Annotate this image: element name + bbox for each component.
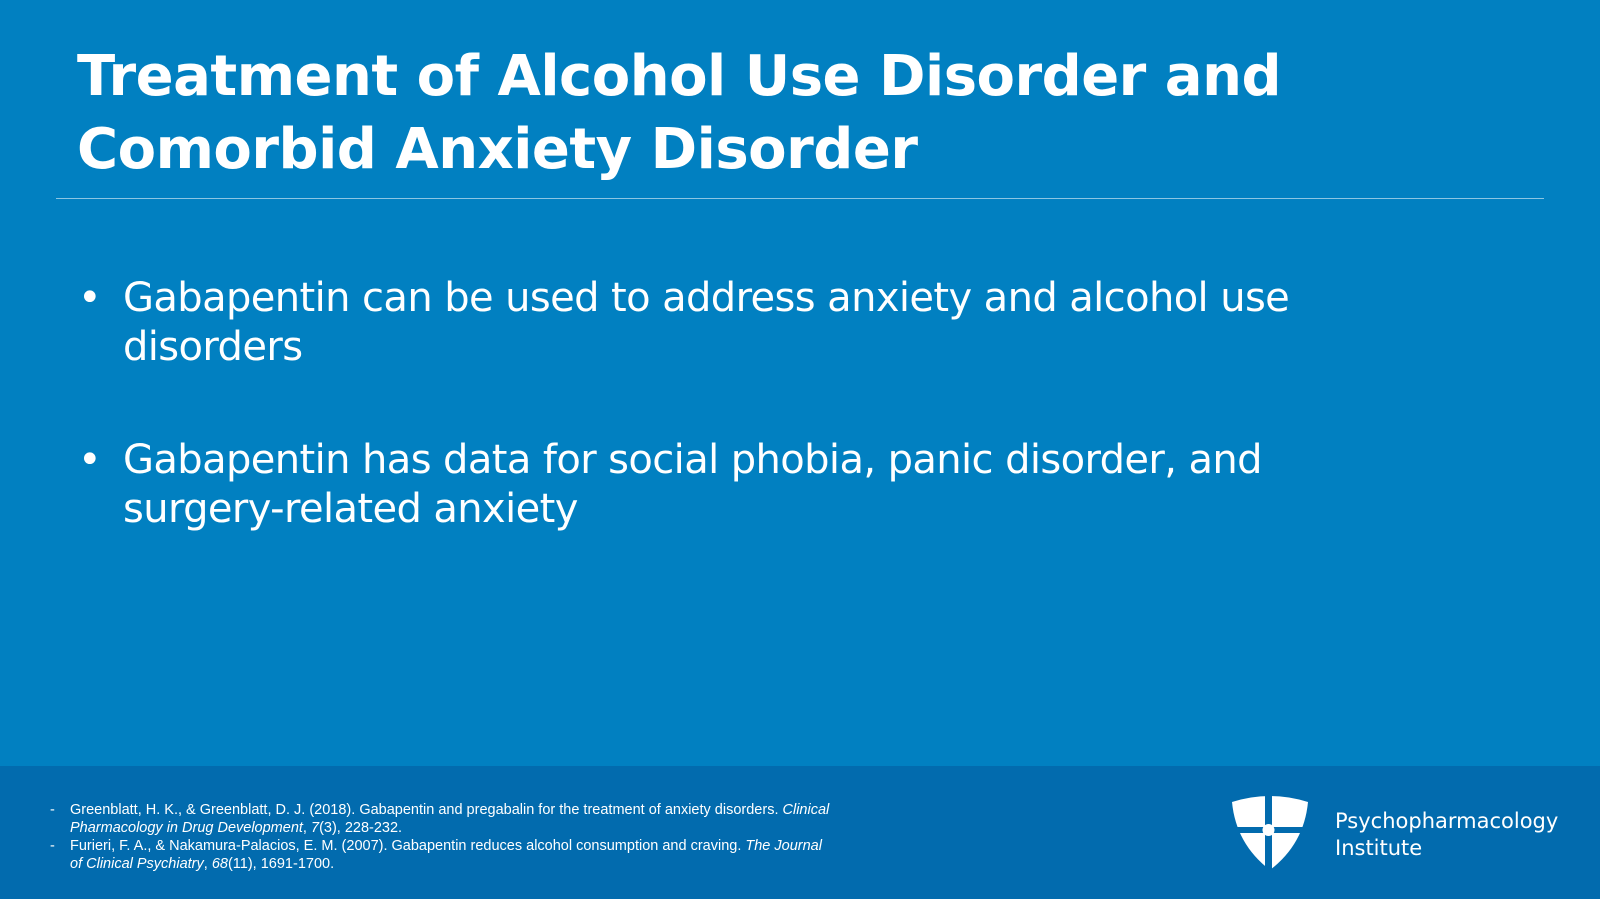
bullet-icon: • — [78, 275, 102, 321]
logo-text: Psychopharmacology Institute — [1335, 809, 1559, 860]
title-divider — [56, 198, 1544, 199]
bullet-item: • Gabapentin can be used to address anxie… — [78, 275, 1290, 370]
bullet-list: • Gabapentin can be used to address anxie… — [78, 274, 1328, 598]
reference-item: - Furieri, F. A., & Nakamura-Palacios, E.… — [50, 838, 822, 872]
reference-item: - Greenblatt, H. K., & Greenblatt, D. J. … — [50, 802, 830, 836]
bullet-icon: • — [78, 437, 102, 483]
shield-cross-icon — [1230, 794, 1310, 872]
slide-title: Treatment of Alcohol Use Disorder and Co… — [77, 44, 1282, 182]
references: - Greenblatt, H. K., & Greenblatt, D. J. … — [50, 801, 830, 873]
footer: - Greenblatt, H. K., & Greenblatt, D. J. … — [0, 766, 1600, 899]
bullet-item: • Gabapentin has data for social phobia, … — [78, 437, 1263, 532]
